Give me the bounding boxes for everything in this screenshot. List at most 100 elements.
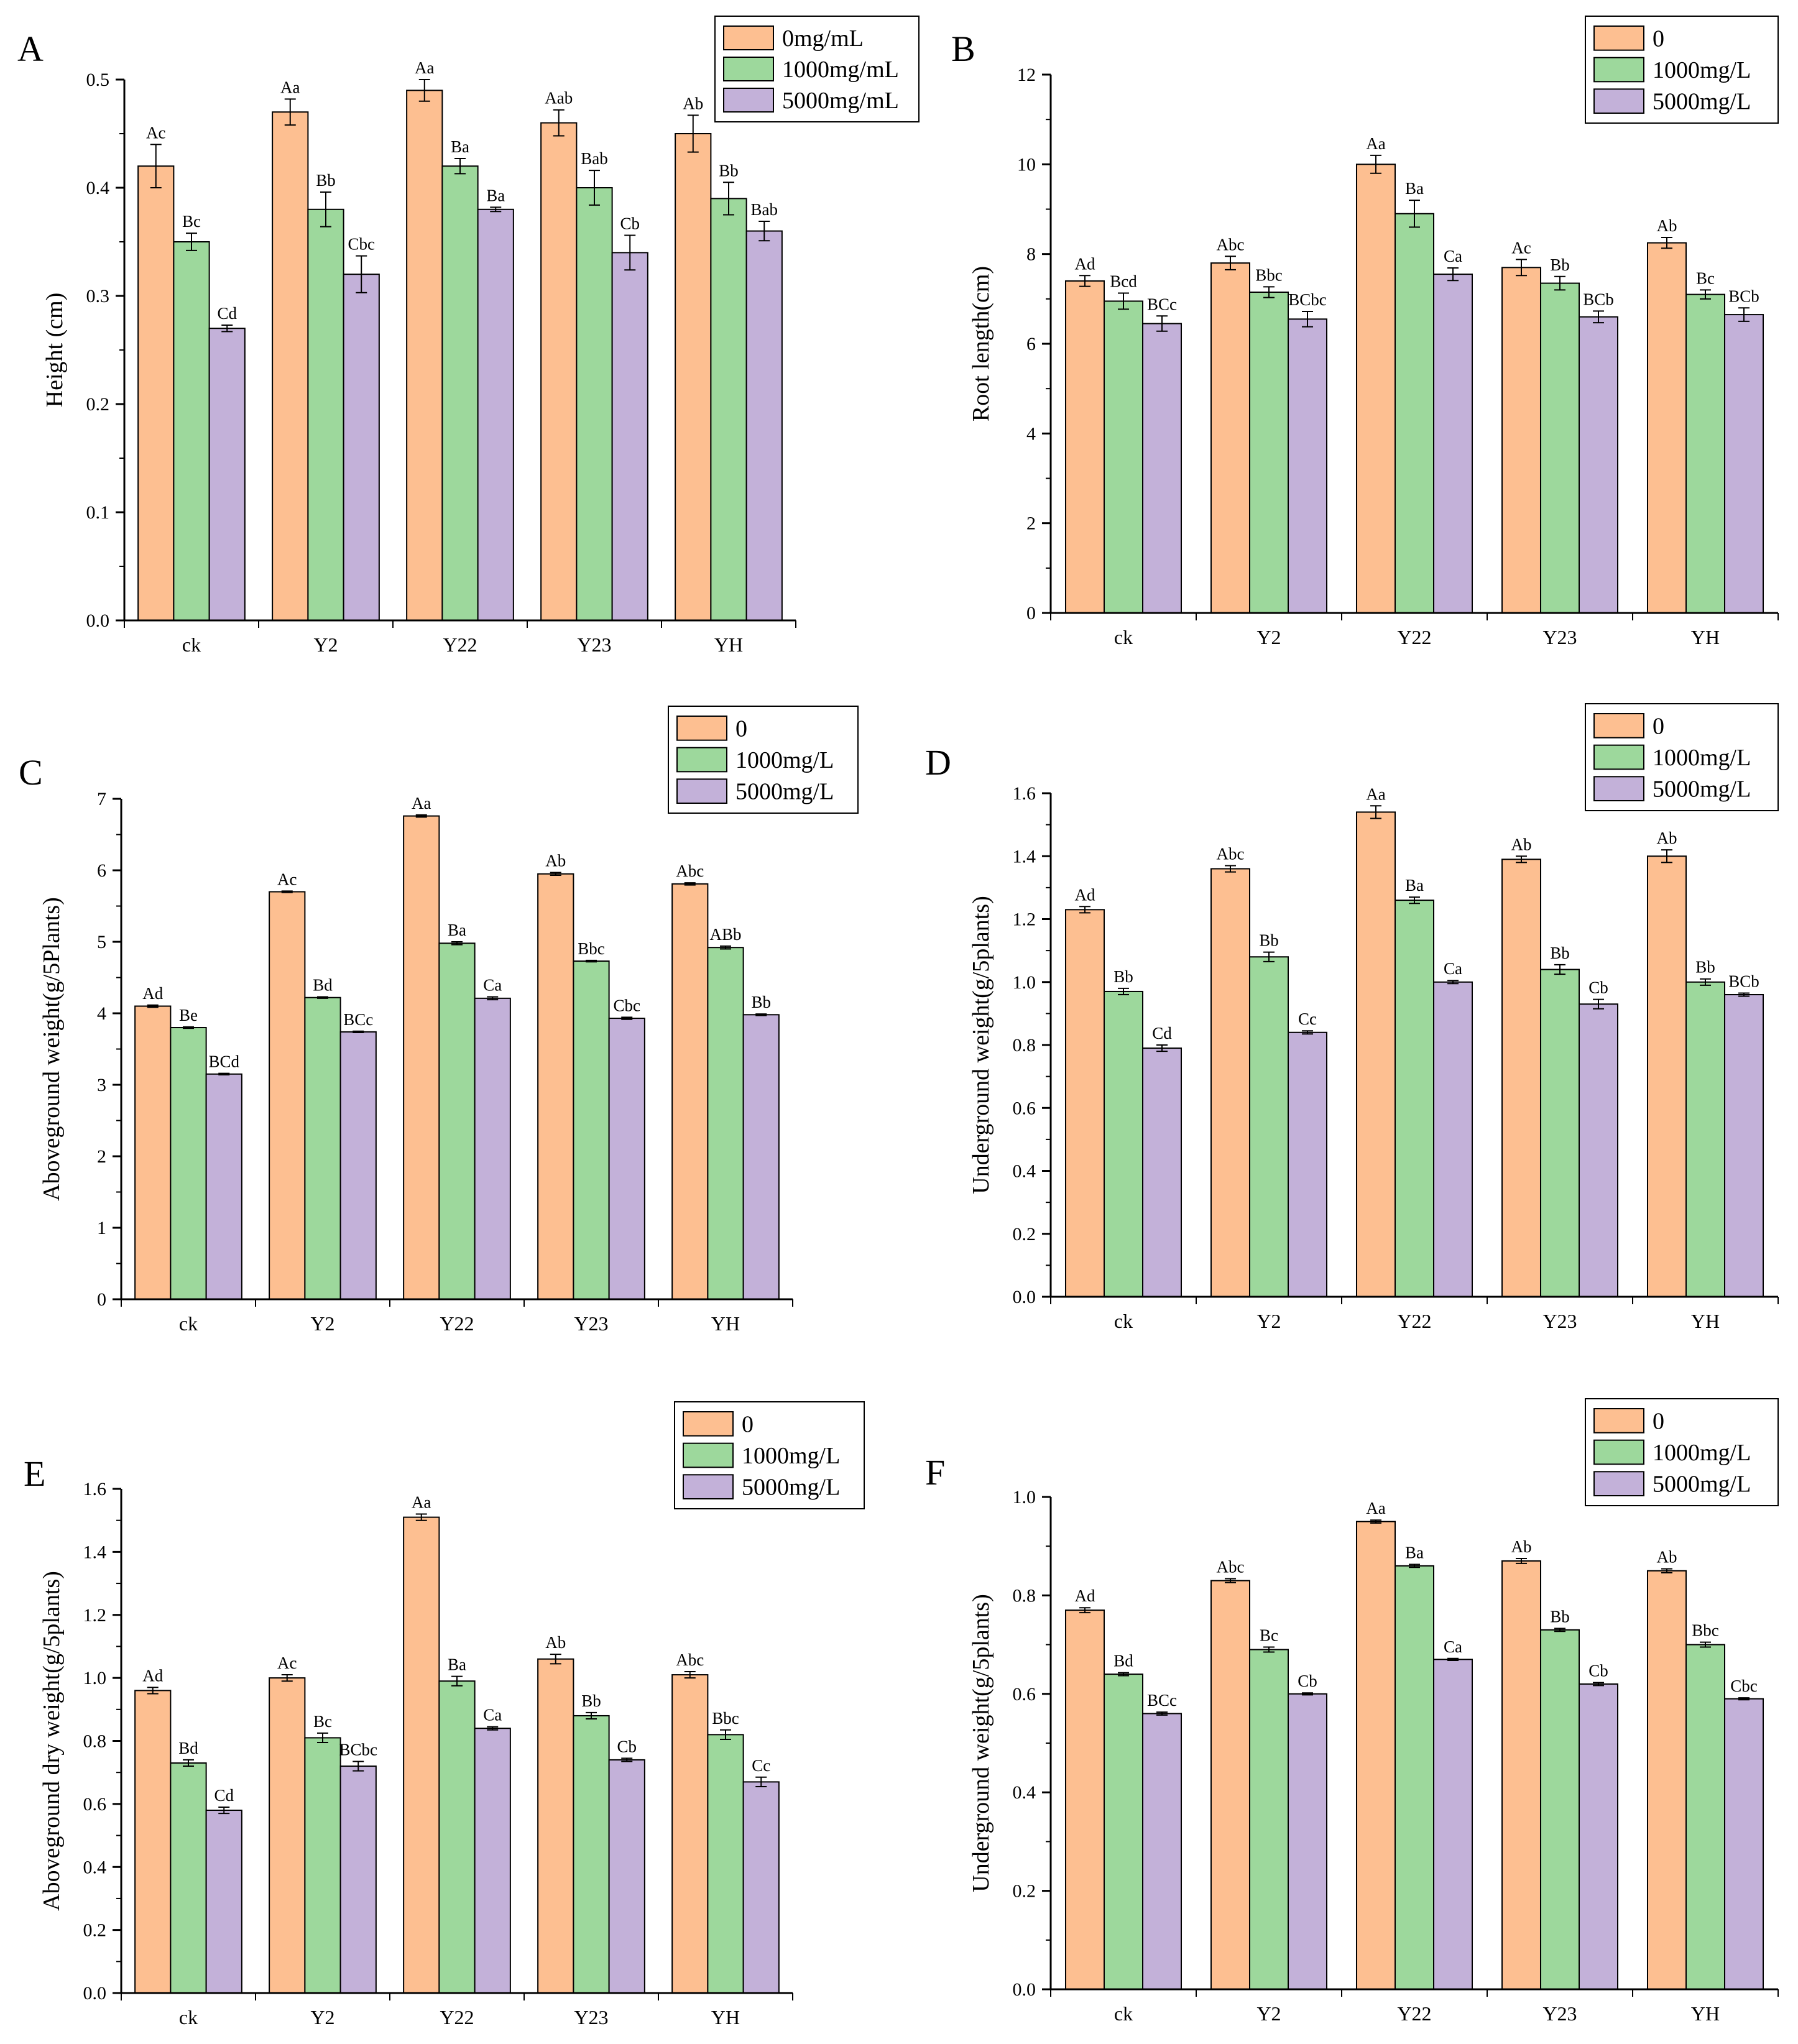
bar-label: Aa [280, 78, 300, 96]
bar [441, 165, 479, 621]
bar-label: Aa [1366, 134, 1385, 153]
legend-label: 1000mg/L [735, 747, 834, 773]
bar [671, 883, 709, 1300]
bar [742, 1014, 780, 1301]
legend-label: 5000mg/L [735, 779, 834, 805]
bar [272, 111, 309, 621]
bar [1394, 900, 1435, 1297]
y-tick-label: 0.4 [83, 1857, 107, 1877]
bar-label: Ba [486, 186, 505, 205]
x-tick-label: Y2 [310, 1312, 334, 1335]
y-tick-label: 8 [1026, 244, 1036, 265]
y-axis-title: Root length(cm) [968, 266, 994, 421]
bar [1103, 300, 1144, 614]
bar [1064, 909, 1105, 1297]
bar [339, 1765, 377, 1994]
legend-label: 5000mg/L [1653, 776, 1751, 803]
y-tick-label: 1.2 [83, 1605, 107, 1626]
x-tick-label: ck [1114, 626, 1133, 648]
bar-label: Abc [1216, 235, 1244, 254]
y-tick-label: 2 [97, 1146, 106, 1167]
panel-E: E Ad Ac Aa Ab Abc Bd Bc Ba Bb Bbc Cd BCbc Ca Cb Cc 0.0 0.… [24, 1401, 865, 2028]
bar-label: Be [179, 1006, 198, 1024]
bar [269, 1677, 306, 1994]
y-tick-label: 1.6 [83, 1479, 107, 1499]
bar-label: Aa [1366, 785, 1385, 803]
bar [474, 997, 511, 1300]
legend: 0 1000mg/L 5000mg/L [1585, 16, 1779, 124]
x-tick-label: Y22 [1397, 626, 1431, 648]
bar [1724, 994, 1764, 1297]
bar [1248, 292, 1289, 614]
panel-letter: C [19, 752, 43, 793]
x-tick-label: Y22 [1397, 2002, 1431, 2025]
legend-label: 0 [1653, 1408, 1664, 1434]
legend-label: 0 [1653, 25, 1664, 52]
y-tick-label: 0.1 [86, 502, 110, 523]
panel-letter: B [951, 29, 975, 69]
y-tick-label: 7 [97, 789, 106, 809]
bar [477, 208, 514, 621]
y-tick-label: 4 [97, 1003, 106, 1024]
legend-swatch [1593, 1439, 1644, 1465]
bar [1579, 316, 1619, 614]
y-tick-label: 0.2 [1013, 1881, 1036, 1902]
legend-swatch [683, 1442, 734, 1468]
bar-label: Bb [1695, 958, 1715, 977]
y-axis-title: Aboveground dry weight(g/5plants) [39, 1571, 65, 1911]
bar-label: Ad [142, 984, 163, 1003]
bar-label: BCc [343, 1010, 373, 1029]
bar [707, 947, 744, 1300]
bar-label: BCbc [1288, 290, 1327, 309]
y-tick-label: 5 [97, 932, 106, 952]
bar-label: Bcd [1110, 272, 1137, 290]
y-tick-label: 0.0 [83, 1983, 107, 2004]
bar [170, 1762, 207, 1994]
y-tick-label: 0.8 [1013, 1035, 1036, 1056]
legend: 0 1000mg/L 5000mg/L [674, 1401, 865, 1509]
bar-label: Bab [581, 149, 608, 168]
legend-swatch [723, 57, 774, 81]
bar-label: Ac [277, 1654, 297, 1672]
bar [1501, 859, 1541, 1297]
bar [1501, 1560, 1541, 1990]
bar [403, 815, 440, 1300]
y-axis-title: Underground weight(g/5plants) [968, 896, 994, 1194]
legend: 0mg/mL 1000mg/mL 5000mg/mL [714, 16, 920, 122]
x-tick-label: YH [714, 633, 743, 656]
y-tick-label: 1.4 [1013, 846, 1036, 867]
bar [307, 208, 344, 621]
y-axis-title: Underground weight(g/5plants) [968, 1594, 994, 1892]
bar [474, 1728, 511, 1994]
bar [173, 241, 210, 621]
bar [1248, 1649, 1289, 1990]
bar-label: Bbc [578, 939, 605, 958]
bar-label: Ab [545, 851, 566, 870]
bar-label: Bc [313, 1712, 332, 1731]
bar-label: Cb [617, 1737, 637, 1756]
bar [1064, 280, 1105, 614]
bar [304, 997, 341, 1300]
bar [1288, 1031, 1328, 1297]
x-tick-label: ck [1114, 2002, 1133, 2025]
y-tick-label: 12 [1017, 65, 1036, 85]
panel-D: D Ad Abc Aa Ab Ab Bb Bb Ba Bb Bb Cd Cc Ca Cb BCb 0.0 0.2 0… [925, 703, 1779, 1332]
bar [134, 1690, 172, 1994]
bar [1355, 1521, 1396, 1991]
legend-swatch [723, 88, 774, 113]
y-tick-label: 1.0 [1013, 972, 1036, 993]
y-tick-label: 3 [97, 1075, 106, 1095]
bar-label: Bc [1696, 269, 1715, 287]
bar [573, 1715, 610, 1994]
y-tick-label: 10 [1017, 154, 1036, 175]
x-tick-label: Y22 [440, 1312, 474, 1335]
bar-label: Aa [415, 58, 434, 77]
bar [1394, 213, 1435, 614]
legend-swatch [676, 716, 727, 741]
x-tick-label: YH [1691, 1310, 1720, 1332]
legend-label: 0mg/mL [782, 25, 864, 52]
bar-label: Cc [752, 1756, 770, 1775]
x-tick-label: YH [711, 2006, 740, 2028]
bar [710, 198, 747, 621]
y-tick-label: 0.0 [1013, 1287, 1036, 1307]
